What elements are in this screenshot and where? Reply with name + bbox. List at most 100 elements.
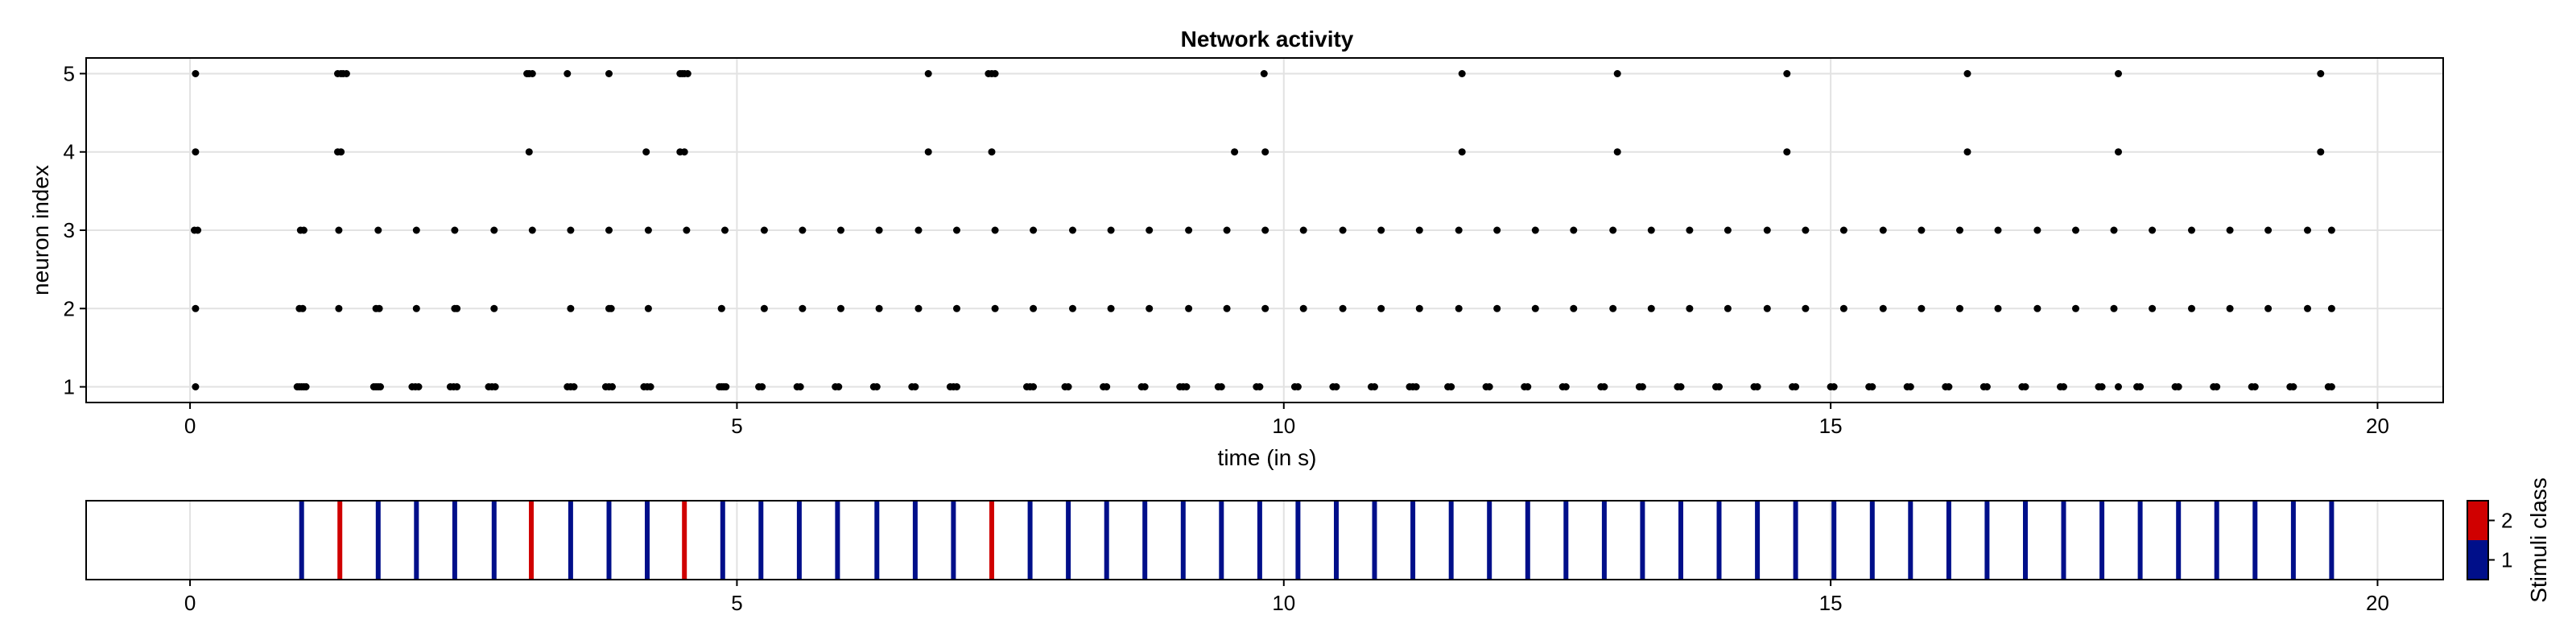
spike-point xyxy=(2188,304,2195,312)
spike-point xyxy=(1299,226,1307,234)
x-axis-label: time (in s) xyxy=(1218,445,1317,470)
spike-point xyxy=(644,226,652,234)
spike-point xyxy=(1339,304,1347,312)
spike-point xyxy=(335,304,343,312)
stimulus-bar xyxy=(1716,501,1722,580)
stimuli-plot: 0 5 10 15 20 xyxy=(85,500,2444,615)
stimulus-bar xyxy=(452,501,457,580)
stimuli-x-tick-label: 10 xyxy=(1272,591,1295,615)
stimulus-bar xyxy=(1295,501,1301,580)
spike-point xyxy=(1493,226,1501,234)
spike-point xyxy=(1217,383,1225,390)
spike-point xyxy=(2317,148,2325,156)
spike-point xyxy=(953,383,960,390)
y-tick-label: 4 xyxy=(64,140,75,164)
stimulus-bar xyxy=(1640,501,1645,580)
spike-point xyxy=(2115,383,2122,390)
spike-point xyxy=(192,383,200,390)
raster-plot: Network activity 0 5 10 15 20 1 2 3 4 5 time (in … xyxy=(28,27,2444,470)
spike-point xyxy=(2033,226,2041,234)
spike-point xyxy=(1570,226,1578,234)
spike-point xyxy=(991,70,999,77)
stimulus-bar xyxy=(1563,501,1569,580)
spike-point xyxy=(1485,383,1493,390)
spike-point xyxy=(299,304,307,312)
spike-point xyxy=(1030,304,1038,312)
stimuli-plot-frame xyxy=(85,500,2444,580)
stimuli-gridlines xyxy=(189,501,2379,580)
x-tick-label: 5 xyxy=(731,414,742,438)
spike-point xyxy=(2060,383,2067,390)
spike-point xyxy=(2174,383,2182,390)
spike-point xyxy=(1455,226,1463,234)
spike-point xyxy=(1223,226,1231,234)
spike-point xyxy=(1839,226,1847,234)
spike-point xyxy=(1830,383,1838,390)
stimulus-bar xyxy=(529,501,534,580)
stimulus-bar xyxy=(1755,501,1761,580)
spike-point xyxy=(1261,304,1269,312)
stimulus-bar xyxy=(1410,501,1416,580)
spike-point xyxy=(375,304,383,312)
spike-point xyxy=(1415,226,1423,234)
spike-point xyxy=(1146,304,1154,312)
stimulus-bar xyxy=(720,501,725,580)
spike-point xyxy=(722,383,730,390)
spike-point xyxy=(2149,226,2157,234)
stimulus-bar xyxy=(2023,501,2028,580)
raster-spikes xyxy=(191,70,2335,390)
stimulus-bar xyxy=(796,501,802,580)
spike-point xyxy=(1146,226,1154,234)
spike-point xyxy=(1185,226,1193,234)
y-tick-label: 5 xyxy=(64,61,75,85)
spike-point xyxy=(642,148,650,156)
spike-point xyxy=(1945,383,1953,390)
y-tick-label: 2 xyxy=(64,296,75,320)
spike-point xyxy=(799,304,807,312)
stimulus-bar xyxy=(1525,501,1530,580)
stimulus-bar xyxy=(491,501,497,580)
spike-point xyxy=(528,70,536,77)
stimulus-bar xyxy=(645,501,650,580)
spike-point xyxy=(2213,383,2221,390)
spike-point xyxy=(796,383,804,390)
spike-point xyxy=(1609,304,1617,312)
x-tick-label: 20 xyxy=(2366,414,2389,438)
spike-point xyxy=(564,70,572,77)
spike-point xyxy=(337,148,345,156)
spike-point xyxy=(683,226,691,234)
stimulus-bar xyxy=(1946,501,1951,580)
stimulus-bar xyxy=(2290,501,2296,580)
y-tick-label: 3 xyxy=(64,218,75,242)
spike-point xyxy=(1994,304,2002,312)
x-tick-label: 10 xyxy=(1272,414,1295,438)
spike-point xyxy=(605,226,613,234)
spike-point xyxy=(680,148,688,156)
spike-point xyxy=(924,70,932,77)
spike-point xyxy=(192,70,200,77)
spike-point xyxy=(1753,383,1761,390)
spike-point xyxy=(2149,304,2157,312)
spike-point xyxy=(194,226,202,234)
spike-point xyxy=(1763,304,1771,312)
stimulus-bar xyxy=(414,501,419,580)
spike-point xyxy=(1963,70,1971,77)
spike-point xyxy=(721,226,729,234)
spike-point xyxy=(412,304,420,312)
spike-point xyxy=(1963,148,1971,156)
stimulus-bar xyxy=(1984,501,1990,580)
spike-point xyxy=(1724,226,1732,234)
spike-point xyxy=(570,383,578,390)
stimulus-bar xyxy=(1793,501,1798,580)
spike-point xyxy=(2098,383,2106,390)
spike-point xyxy=(2264,226,2273,234)
spike-point xyxy=(412,226,420,234)
spike-point xyxy=(567,226,575,234)
stimuli-x-tick-label: 0 xyxy=(184,591,196,615)
stimulus-bar xyxy=(568,501,573,580)
spike-point xyxy=(525,148,533,156)
stimulus-bar xyxy=(1908,501,1913,580)
spike-point xyxy=(911,383,919,390)
spike-point xyxy=(1447,383,1455,390)
spike-point xyxy=(1531,226,1539,234)
